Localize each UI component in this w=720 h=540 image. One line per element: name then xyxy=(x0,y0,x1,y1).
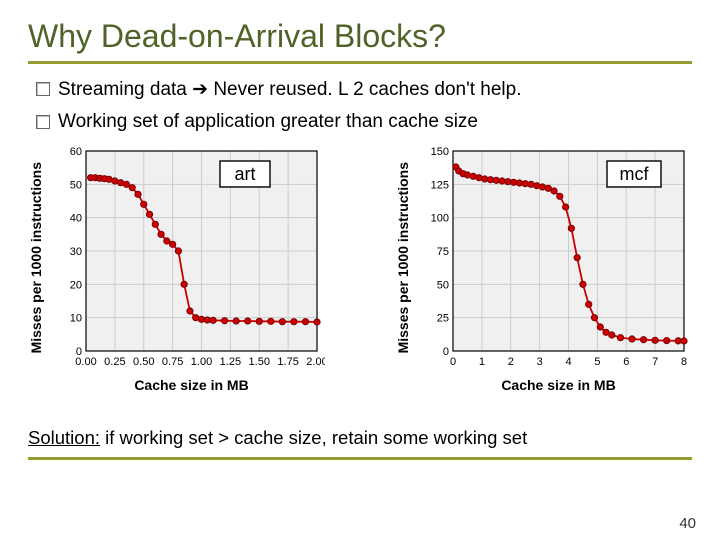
svg-text:4: 4 xyxy=(565,356,571,368)
svg-text:0: 0 xyxy=(450,356,456,368)
xlabel-right: Cache size in MB xyxy=(501,377,615,393)
solution-label: Solution: xyxy=(28,427,100,448)
svg-text:50: 50 xyxy=(70,179,82,191)
svg-text:0.25: 0.25 xyxy=(104,356,125,368)
svg-text:2: 2 xyxy=(508,356,514,368)
charts-row: Misses per 1000 instructions 01020304050… xyxy=(28,143,692,423)
slide: Why Dead-on-Arrival Blocks? Streaming da… xyxy=(0,0,720,540)
svg-text:1.25: 1.25 xyxy=(220,356,241,368)
svg-text:100: 100 xyxy=(431,213,449,225)
bullet-2-text: Working set of application greater than … xyxy=(58,111,478,133)
solution-text: if working set > cache size, retain some… xyxy=(100,427,527,448)
svg-text:art: art xyxy=(234,164,255,184)
solution-line: Solution: if working set > cache size, r… xyxy=(28,427,692,449)
svg-text:60: 60 xyxy=(70,146,82,158)
svg-text:1: 1 xyxy=(479,356,485,368)
svg-text:1.00: 1.00 xyxy=(191,356,212,368)
svg-text:0.75: 0.75 xyxy=(162,356,183,368)
bullet-2: Working set of application greater than … xyxy=(36,111,692,133)
svg-text:125: 125 xyxy=(431,179,449,191)
svg-text:75: 75 xyxy=(437,246,449,258)
svg-text:2.00: 2.00 xyxy=(306,356,325,368)
page-number: 40 xyxy=(679,515,696,532)
bullet-box-icon xyxy=(36,82,50,96)
svg-text:mcf: mcf xyxy=(620,164,650,184)
ylabel-left: Misses per 1000 instructions xyxy=(28,162,44,353)
svg-text:0.00: 0.00 xyxy=(75,356,96,368)
svg-text:20: 20 xyxy=(70,279,82,291)
svg-text:10: 10 xyxy=(70,313,82,325)
svg-text:0.50: 0.50 xyxy=(133,356,154,368)
chart-right-wrap: Misses per 1000 instructions 02550751001… xyxy=(395,143,692,423)
bottom-rule xyxy=(28,457,692,460)
top-rule xyxy=(28,61,692,64)
svg-text:5: 5 xyxy=(594,356,600,368)
bullet-box-icon xyxy=(36,115,50,129)
svg-text:25: 25 xyxy=(437,313,449,325)
svg-text:0: 0 xyxy=(443,346,449,358)
bullet-1-text: Streaming data ➔ Never reused. L 2 cache… xyxy=(58,78,522,101)
svg-text:40: 40 xyxy=(70,213,82,225)
chart-left-wrap: Misses per 1000 instructions 01020304050… xyxy=(28,143,325,423)
slide-title: Why Dead-on-Arrival Blocks? xyxy=(28,18,692,55)
xlabel-left: Cache size in MB xyxy=(134,377,248,393)
ylabel-right: Misses per 1000 instructions xyxy=(395,162,411,353)
svg-text:1.50: 1.50 xyxy=(249,356,270,368)
svg-text:6: 6 xyxy=(623,356,629,368)
chart-mcf: 0 25 50 75 100 125 150 0 1 2 3 4 5 6 7 8 mcf xyxy=(417,143,692,373)
svg-text:30: 30 xyxy=(70,246,82,258)
chart-art: 01020304050600.000.250.500.751.001.251.5… xyxy=(50,143,325,373)
svg-text:7: 7 xyxy=(652,356,658,368)
svg-text:1.75: 1.75 xyxy=(277,356,298,368)
svg-text:3: 3 xyxy=(537,356,543,368)
bullet-1: Streaming data ➔ Never reused. L 2 cache… xyxy=(36,78,692,101)
svg-text:150: 150 xyxy=(431,146,449,158)
svg-text:50: 50 xyxy=(437,279,449,291)
svg-text:8: 8 xyxy=(681,356,687,368)
